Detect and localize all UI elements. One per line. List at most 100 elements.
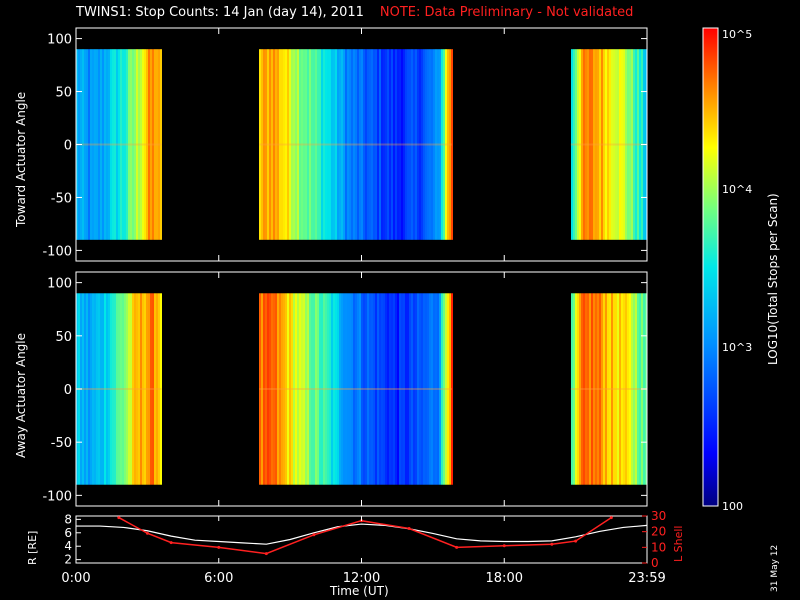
- away-column: [583, 293, 585, 485]
- toward-ytick-label: 50: [55, 86, 72, 101]
- away-ytick-label: -50: [51, 436, 72, 451]
- toward-column: [132, 49, 134, 240]
- toward-column: [399, 49, 401, 240]
- toward-column: [601, 49, 603, 240]
- away-column: [423, 293, 425, 485]
- away-column: [395, 293, 397, 485]
- away-column: [281, 293, 283, 485]
- toward-column: [96, 49, 98, 240]
- toward-column: [571, 49, 573, 240]
- toward-column: [369, 49, 371, 240]
- time-xlabel: Time (UT): [330, 584, 389, 598]
- toward-column: [148, 49, 150, 240]
- away-column: [140, 293, 142, 485]
- toward-column: [307, 49, 309, 240]
- away-column: [84, 293, 86, 485]
- away-column: [132, 293, 134, 485]
- toward-column: [383, 49, 385, 240]
- toward-column: [299, 49, 301, 240]
- toward-column: [267, 49, 269, 240]
- colorbar-tick-100: 100: [722, 500, 743, 513]
- away-column: [156, 293, 158, 485]
- away-column: [293, 293, 295, 485]
- toward-column: [134, 49, 136, 240]
- date-stamp: 31 May 12: [770, 544, 780, 592]
- toward-column: [102, 49, 104, 240]
- toward-column: [108, 49, 110, 240]
- away-column: [263, 293, 265, 485]
- away-column: [283, 293, 285, 485]
- toward-column: [337, 49, 339, 240]
- away-column: [309, 293, 311, 485]
- toward-column: [104, 49, 106, 240]
- toward-heatmap-panel: 100 50 0 -50 -100: [42, 27, 648, 262]
- away-column: [617, 293, 619, 485]
- away-column: [357, 293, 359, 485]
- away-column: [160, 293, 162, 485]
- away-column: [591, 293, 593, 485]
- toward-column: [591, 49, 593, 240]
- toward-column: [633, 49, 635, 240]
- away-column: [317, 293, 319, 485]
- away-column: [321, 293, 323, 485]
- toward-column: [305, 49, 307, 240]
- away-column: [449, 293, 451, 485]
- away-column: [391, 293, 393, 485]
- toward-column: [263, 49, 265, 240]
- away-column: [144, 293, 146, 485]
- time-xtick-label: 18:00: [486, 571, 523, 586]
- away-zero-stripe: [570, 388, 647, 390]
- lshell-line: [118, 516, 612, 555]
- toward-column: [373, 49, 375, 240]
- away-column: [631, 293, 633, 485]
- toward-column: [146, 49, 148, 240]
- away-column: [104, 293, 106, 485]
- toward-column: [393, 49, 395, 240]
- toward-column: [313, 49, 315, 240]
- away-ytick-label: 100: [47, 277, 72, 292]
- lshell-point: [502, 544, 506, 548]
- away-column: [335, 293, 337, 485]
- away-column: [451, 293, 453, 485]
- toward-column: [116, 49, 118, 240]
- toward-column: [587, 49, 589, 240]
- away-column: [611, 293, 613, 485]
- away-column: [383, 293, 385, 485]
- away-column: [399, 293, 401, 485]
- toward-column: [88, 49, 90, 240]
- away-column: [409, 293, 411, 485]
- lshell-point: [312, 533, 316, 537]
- away-column: [315, 293, 317, 485]
- lshell-ytick-label: 0: [651, 556, 659, 570]
- away-column: [341, 293, 343, 485]
- away-column: [303, 293, 305, 485]
- toward-column: [385, 49, 387, 240]
- colorbar-label: LOG10(Total Stops per Scan): [766, 193, 780, 365]
- toward-column: [413, 49, 415, 240]
- away-column: [579, 293, 581, 485]
- away-column: [313, 293, 315, 485]
- away-column: [633, 293, 635, 485]
- toward-column: [415, 49, 417, 240]
- toward-column: [277, 49, 279, 240]
- away-column: [419, 293, 421, 485]
- away-column: [623, 293, 625, 485]
- time-xtick-label: 6:00: [204, 571, 233, 586]
- away-column: [629, 293, 631, 485]
- toward-column: [152, 49, 154, 240]
- away-column: [339, 293, 341, 485]
- toward-column: [136, 49, 138, 240]
- toward-column: [343, 49, 345, 240]
- lshell-ytick-label: 20: [651, 525, 666, 539]
- away-column: [377, 293, 379, 485]
- toward-column: [150, 49, 152, 240]
- toward-column: [287, 49, 289, 240]
- lshell-point: [264, 552, 268, 556]
- lshell-point: [217, 545, 221, 549]
- toward-column: [631, 49, 633, 240]
- away-column: [635, 293, 637, 485]
- toward-column: [577, 49, 579, 240]
- away-column: [96, 293, 98, 485]
- away-column: [120, 293, 122, 485]
- toward-column: [425, 49, 427, 240]
